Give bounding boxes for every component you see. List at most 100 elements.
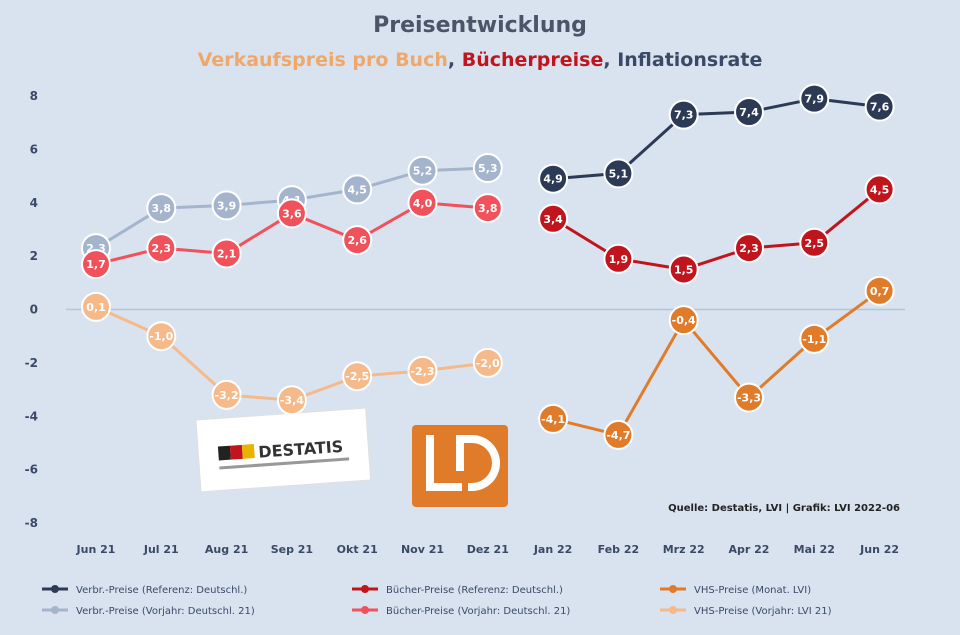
data-point (407, 355, 438, 386)
legend-item: Bücher-Preise (Vorjahr: Deutschl. 21) (352, 606, 570, 617)
x-tick-label: Feb 22 (598, 543, 640, 556)
y-tick-label: 4 (30, 196, 38, 210)
data-point (472, 193, 503, 224)
x-tick-label: Mrz 22 (663, 543, 705, 556)
data-label: 1,5 (674, 263, 694, 276)
x-tick-label: Sep 21 (271, 543, 313, 556)
x-tick-label: Aug 21 (205, 543, 248, 556)
y-tick-label: 8 (30, 89, 38, 103)
subtitle-part: , (448, 49, 462, 71)
legend-marker (361, 606, 369, 614)
y-tick-label: -6 (25, 463, 38, 477)
data-point (734, 97, 764, 128)
data-point (538, 403, 569, 434)
data-point (146, 233, 177, 264)
data-point (734, 233, 764, 264)
legend-label: Verbr.-Preise (Referenz: Deutschl.) (76, 585, 247, 596)
data-label: -4,1 (541, 413, 565, 426)
lvi-logo: LVI (412, 425, 508, 507)
x-tick-label: Okt 21 (337, 543, 378, 556)
data-point (603, 419, 634, 450)
data-label: 7,4 (739, 106, 759, 119)
data-label: 7,6 (870, 101, 890, 114)
data-label: 3,8 (152, 202, 172, 215)
data-point (342, 361, 373, 392)
data-label: 4,5 (347, 183, 367, 196)
data-point (211, 379, 242, 410)
data-point (864, 174, 895, 205)
data-point (799, 323, 830, 354)
data-point (146, 321, 177, 352)
data-label: -3,2 (215, 389, 239, 402)
data-label: -0,4 (672, 314, 696, 327)
data-point (538, 203, 569, 234)
data-point (407, 155, 438, 186)
data-point (211, 238, 242, 269)
data-point (864, 91, 895, 122)
data-label: 2,3 (739, 242, 759, 255)
y-tick-label: 6 (30, 142, 38, 156)
data-label: -2,3 (410, 365, 434, 378)
y-tick-label: 2 (30, 249, 38, 263)
legend-label: Bücher-Preise (Vorjahr: Deutschl. 21) (386, 606, 570, 617)
data-label: 3,8 (478, 202, 498, 215)
x-tick-label: Mai 22 (794, 543, 835, 556)
data-label: -4,7 (606, 429, 630, 442)
subtitle-part: Bücherpreise (462, 49, 604, 71)
legend-label: Verbr.-Preise (Vorjahr: Deutschl. 21) (76, 606, 255, 617)
data-label: 3,6 (282, 207, 302, 220)
data-label: 2,3 (152, 242, 172, 255)
chart-title: Preisentwicklung (373, 13, 587, 38)
data-point (799, 83, 830, 114)
source-note: Quelle: Destatis, LVI | Grafik: LVI 2022… (668, 503, 900, 514)
legend-label: Bücher-Preise (Referenz: Deutschl.) (386, 585, 563, 596)
data-point (668, 305, 699, 336)
data-label: 4,5 (870, 183, 890, 196)
subtitle-part: Verkaufspreis pro Buch (198, 49, 448, 71)
data-label: -1,0 (149, 330, 173, 343)
data-label: 0,7 (870, 285, 890, 298)
x-tick-label: Nov 21 (401, 543, 444, 556)
series-line (552, 289, 881, 437)
legend-marker (51, 606, 59, 614)
data-label: 2,6 (347, 234, 367, 247)
data-point (472, 153, 503, 184)
series-2: -4,1 -4,7 -0,4 -3,3 -1,1 0,7 (538, 275, 895, 450)
series-1: 3,4 1,9 1,5 2,3 2,5 4,5 (538, 174, 895, 285)
data-label: 3,9 (217, 199, 237, 212)
data-point (668, 99, 699, 130)
x-tick-label: Jan 22 (533, 543, 572, 556)
y-tick-label: -8 (25, 516, 38, 530)
x-tick-label: Jun 21 (76, 543, 116, 556)
data-label: -2,0 (476, 357, 500, 370)
subtitle-part: , (603, 49, 617, 71)
data-point (276, 385, 307, 416)
series-line (552, 188, 881, 271)
chart-subtitle: Verkaufspreis pro Buch, Bücherpreise, In… (198, 49, 763, 71)
legend-item: VHS-Preise (Monat. LVI) (660, 585, 811, 596)
data-point (538, 163, 569, 194)
data-label: 5,1 (609, 167, 629, 180)
data-label: -2,5 (345, 370, 369, 383)
x-tick-label: Dez 21 (467, 543, 509, 556)
legend-marker (669, 606, 677, 614)
y-tick-label: 0 (30, 303, 38, 317)
data-label: 2,5 (805, 237, 825, 250)
data-point (799, 227, 830, 258)
series-5: 0,1 -1,0 -3,2 -3,4 -2,5 -2,3 -2,0 (81, 291, 503, 416)
lvi-logo-text: LVI (482, 496, 493, 505)
data-point (734, 382, 764, 413)
data-point (472, 347, 503, 378)
x-tick-label: Jul 21 (143, 543, 179, 556)
legend-marker (361, 585, 369, 593)
legend-marker (51, 585, 59, 593)
data-point (603, 158, 634, 189)
data-point (146, 193, 177, 224)
legend-item: Verbr.-Preise (Referenz: Deutschl.) (42, 585, 247, 596)
y-tick-label: -4 (25, 409, 38, 423)
subtitle-part: Inflationsrate (617, 49, 762, 71)
legend-label: VHS-Preise (Vorjahr: LVI 21) (694, 606, 832, 617)
data-label: 4,0 (413, 197, 433, 210)
